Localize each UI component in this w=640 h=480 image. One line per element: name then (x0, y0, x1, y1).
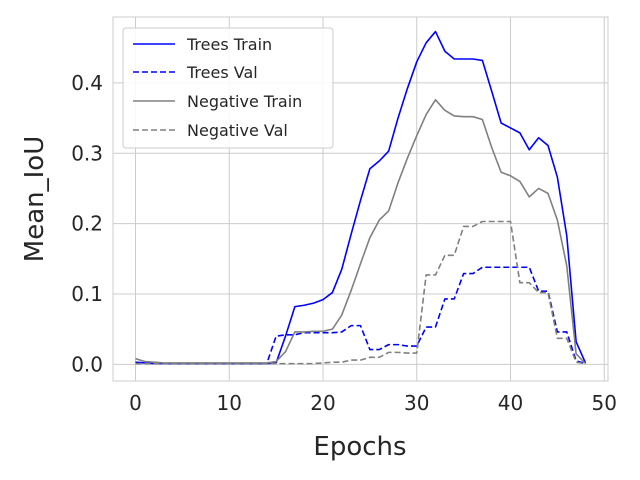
legend-box (122, 27, 334, 149)
x-tick-label: 0 (129, 391, 142, 415)
series-layer (135, 30, 587, 365)
y-tick-label: 0.0 (71, 352, 103, 376)
legend-label-negative-val: Negative Val (187, 121, 288, 140)
y-tick-label: 0.2 (71, 212, 103, 236)
y-tick-label: 0.4 (71, 71, 103, 95)
x-tick-label: 20 (310, 391, 335, 415)
series-line-negative-val (135, 220, 586, 365)
x-tick-label: 40 (498, 391, 523, 415)
y-axis-title: Mean_IoU (20, 136, 50, 262)
y-tick-label: 0.3 (71, 141, 103, 165)
legend-label-negative-train: Negative Train (187, 92, 302, 111)
x-tick-label: 30 (404, 391, 429, 415)
x-axis-title: Epochs (313, 432, 406, 462)
x-tick-label: 10 (217, 391, 242, 415)
y-tick-label: 0.1 (71, 282, 103, 306)
tick-labels: 0 10 20 30 40 50 0.0 0.1 0.2 0.3 0.4 (71, 71, 617, 415)
legend-label-trees-val: Trees Val (186, 63, 258, 82)
legend: Trees Train Trees Val Negative Train Neg… (122, 27, 334, 149)
x-tick-label: 50 (592, 391, 617, 415)
legend-label-trees-train: Trees Train (186, 35, 272, 54)
